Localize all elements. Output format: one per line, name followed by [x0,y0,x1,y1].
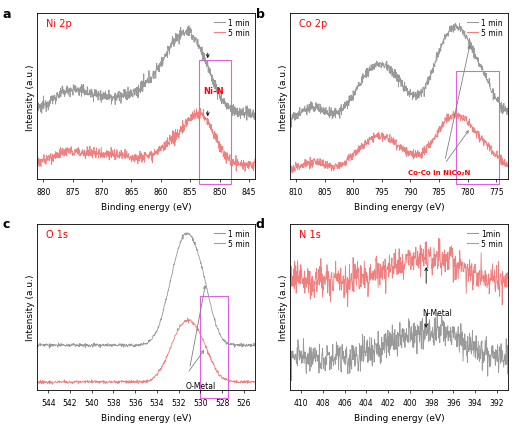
Text: Co 2p: Co 2p [299,19,327,29]
Text: a: a [3,8,11,21]
X-axis label: Binding energy (eV): Binding energy (eV) [101,203,191,212]
Text: Ni 2p: Ni 2p [46,19,72,29]
Text: O 1s: O 1s [46,230,68,240]
Legend: 1 min, 5 min: 1 min, 5 min [213,18,251,39]
Text: Co-Co in NiCo₂N: Co-Co in NiCo₂N [408,169,470,175]
Legend: 1 min, 5 min: 1 min, 5 min [213,228,251,249]
Legend: 1 min, 5 min: 1 min, 5 min [466,18,504,39]
X-axis label: Binding energy (eV): Binding energy (eV) [353,413,444,422]
Legend: 1min, 5 min: 1min, 5 min [466,228,504,249]
Y-axis label: Intensity (a.u.): Intensity (a.u.) [279,274,287,341]
X-axis label: Binding energy (eV): Binding energy (eV) [101,413,191,422]
Text: d: d [255,218,264,231]
Text: Ni-N: Ni-N [203,86,224,95]
Y-axis label: Intensity (a.u.): Intensity (a.u.) [279,64,287,130]
Text: b: b [255,8,264,21]
Y-axis label: Intensity (a.u.): Intensity (a.u.) [26,64,35,130]
X-axis label: Binding energy (eV): Binding energy (eV) [353,203,444,212]
Text: N-Metal: N-Metal [422,308,452,317]
Text: O-Metal: O-Metal [185,381,216,390]
Y-axis label: Intensity (a.u.): Intensity (a.u.) [26,274,35,341]
Text: N 1s: N 1s [299,230,321,240]
Text: c: c [3,218,10,231]
